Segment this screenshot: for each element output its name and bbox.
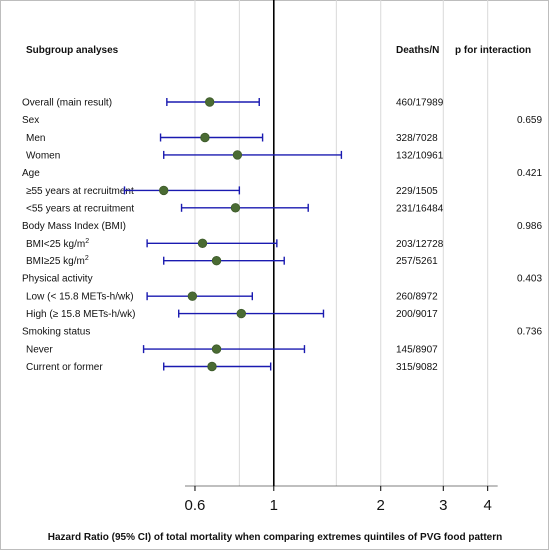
hazard-ratio-point (232, 150, 243, 160)
row-label: Never (26, 345, 53, 356)
group-label: Body Mass Index (BMI) (22, 221, 126, 232)
p-interaction-value: 0.736 (517, 327, 542, 338)
hazard-ratio-point (236, 308, 246, 319)
p-interaction-value: 0.403 (517, 274, 542, 285)
x-axis-ticks: 0.6 1 2 3 4 (185, 485, 498, 514)
hazard-ratio-point (207, 361, 217, 372)
tick-label: 1 (270, 497, 278, 514)
deaths-n-value: 257/5261 (396, 256, 438, 267)
hazard-ratio-point (187, 291, 198, 301)
deaths-n-value: 203/12728 (396, 239, 444, 250)
group-label: Smoking status (22, 327, 90, 338)
hazard-ratio-point (200, 132, 210, 143)
row-label: Low (< 15.8 METs-h/wk) (26, 292, 134, 303)
row-label: Current or former (26, 362, 103, 373)
tick-label: 4 (484, 497, 492, 514)
row-label: High (≥ 15.8 METs-h/wk) (26, 309, 135, 320)
p-interaction-value: 0.986 (517, 221, 542, 232)
hazard-ratio-point (159, 185, 169, 196)
row-label: Men (26, 133, 45, 144)
p-interaction-value: 0.421 (517, 168, 542, 179)
deaths-n-value: 260/8972 (396, 292, 438, 303)
tick-label: 3 (439, 497, 447, 514)
header-p-interaction: p for interaction (455, 45, 531, 56)
row-label: <55 years at recruitment (26, 203, 134, 214)
grid-lines (194, 0, 489, 486)
p-interaction-value: 0.659 (517, 115, 542, 126)
x-axis-label: Hazard Ratio (95% CI) of total mortality… (48, 532, 503, 543)
deaths-n-value: 315/9082 (396, 362, 438, 373)
hazard-ratio-point (211, 344, 222, 354)
hazard-ratio-point (230, 203, 241, 213)
tick-label: 2 (377, 497, 385, 514)
tick-label: 0.6 (185, 497, 206, 514)
superscript: 2 (85, 238, 89, 245)
group-label: Physical activity (22, 274, 93, 285)
hazard-ratio-point (204, 97, 215, 107)
row-label: Women (26, 150, 60, 161)
deaths-n-value: 328/7028 (396, 133, 438, 144)
row-label: ≥55 years at recruitment (26, 186, 134, 197)
deaths-n-value: 229/1505 (396, 186, 438, 197)
deaths-n-value: 145/8907 (396, 345, 438, 356)
row-label: BMI<25 kg/m2 (26, 238, 89, 250)
deaths-n-value: 132/10961 (396, 150, 444, 161)
hazard-ratio-point (211, 256, 222, 266)
header-deaths: Deaths/N (396, 45, 439, 56)
plot-rows: Sex 0.659 Age 0.421 Body Mass Index (BMI) 0.9… (22, 97, 542, 373)
row-label: BMI≥25 kg/m2 (26, 255, 89, 267)
superscript: 2 (85, 255, 89, 262)
deaths-n-value: 231/16484 (396, 203, 444, 214)
group-label: Age (22, 168, 40, 179)
header-subgroup: Subgroup analyses (26, 45, 119, 56)
deaths-n-value: 200/9017 (396, 309, 438, 320)
hazard-ratio-point (197, 238, 208, 249)
deaths-n-value: 460/17989 (396, 98, 444, 109)
group-label: Sex (22, 115, 39, 126)
row-label: Overall (main result) (22, 98, 112, 109)
